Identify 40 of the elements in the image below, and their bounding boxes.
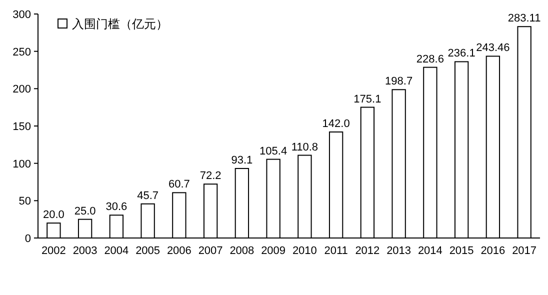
y-tick-label: 250: [12, 46, 31, 58]
data-label: 198.7: [385, 76, 413, 88]
data-label: 236.1: [448, 48, 476, 60]
data-label: 45.7: [137, 190, 159, 202]
x-tick-label: 2008: [230, 245, 254, 257]
data-label: 142.0: [322, 118, 350, 130]
y-tick-label: 300: [12, 9, 31, 21]
y-tick-label: 200: [12, 84, 31, 96]
y-tick-label: 100: [12, 158, 31, 170]
data-label: 228.6: [416, 53, 444, 66]
data-label: 283.11: [508, 12, 541, 25]
x-tick-label: 2004: [104, 245, 129, 257]
data-label: 25.0: [74, 205, 96, 218]
x-tick-label: 2010: [292, 245, 317, 257]
data-label: 243.46: [476, 42, 510, 54]
data-label: 93.1: [231, 154, 253, 166]
y-tick-label: 0: [24, 233, 31, 245]
x-tick-label: 2017: [512, 245, 537, 257]
data-label: 20.0: [42, 209, 64, 222]
x-tick-label: 2016: [480, 245, 506, 257]
data-label: 110.8: [291, 141, 318, 154]
x-tick-label: 2011: [324, 245, 348, 257]
x-tick-label: 2003: [72, 245, 98, 257]
x-tick-label: 2005: [136, 245, 160, 257]
data-label: 175.1: [354, 93, 382, 106]
x-tick-label: 2012: [355, 245, 380, 257]
data-label: 105.4: [260, 145, 288, 158]
data-label: 60.7: [168, 178, 190, 191]
x-tick-label: 2002: [41, 245, 66, 257]
x-tick-label: 2006: [166, 245, 192, 257]
x-tick-label: 2007: [198, 245, 223, 257]
x-tick-label: 2009: [261, 245, 286, 257]
y-tick-label: 150: [12, 121, 31, 133]
x-tick-label: 2015: [449, 245, 474, 257]
legend-label: 入围门槛（亿元）: [72, 17, 168, 31]
x-tick-label: 2014: [418, 245, 442, 257]
x-tick-label: 2013: [386, 245, 412, 257]
y-tick-label: 50: [18, 196, 31, 208]
data-label: 72.2: [200, 170, 222, 182]
data-label: 30.6: [106, 201, 128, 214]
